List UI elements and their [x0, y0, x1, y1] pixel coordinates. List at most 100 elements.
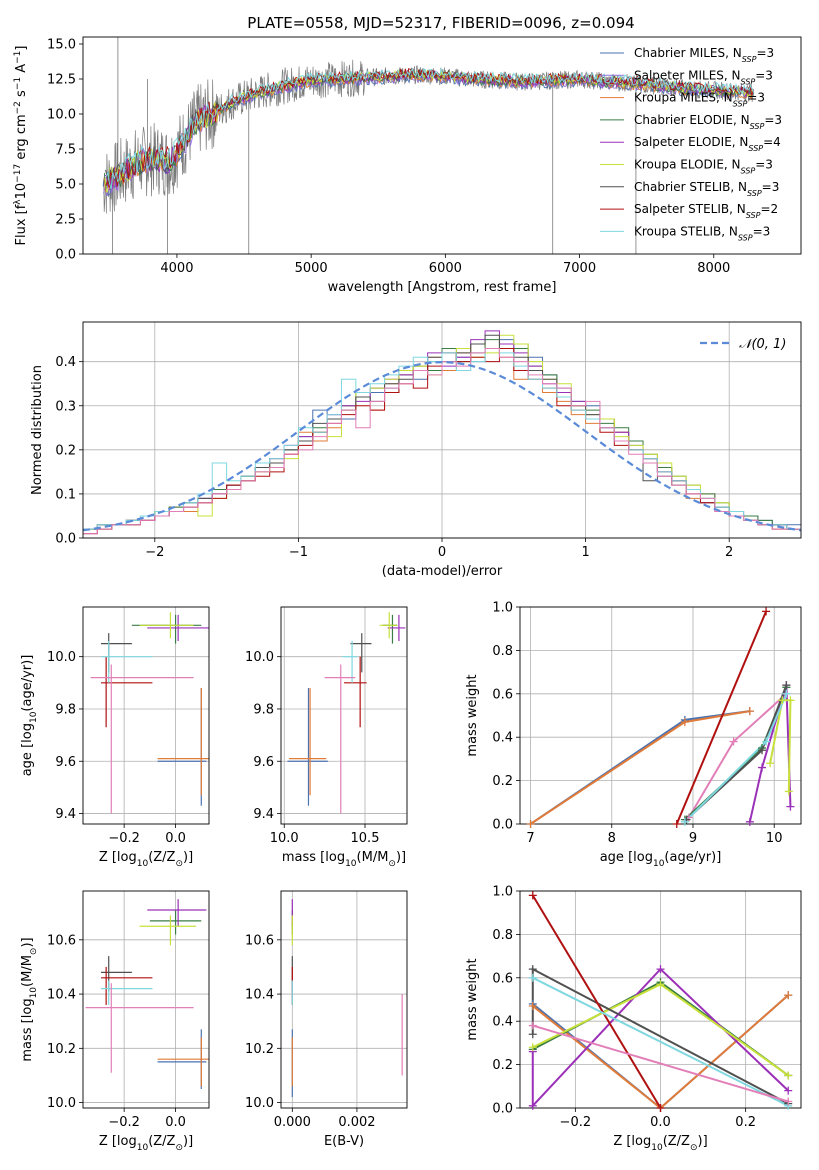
x-axis-label-part: 10 — [345, 859, 357, 869]
plus-marker — [528, 1101, 537, 1110]
mass-weight-line — [532, 976, 789, 1107]
mass-weight-line — [532, 1024, 789, 1103]
y-axis-label-part: s — [14, 90, 29, 101]
legend-entry-subscript: SSP — [750, 121, 765, 130]
x-tick-label: −2 — [145, 545, 164, 560]
legend-entry-suffix: =3 — [747, 91, 765, 105]
x-axis-label: Z [log10(Z/Z⊙)] — [613, 1134, 707, 1153]
x-axis-label-part: (age/yr)] — [664, 850, 721, 865]
y-tick-label: 10.0 — [245, 650, 274, 665]
y-tick-label: 15.0 — [47, 38, 76, 53]
legend-entry-suffix: =3 — [753, 224, 771, 238]
x-tick-label: 0.002 — [338, 1115, 375, 1130]
y-tick-label: 0.4 — [492, 731, 513, 746]
y-axis-label-part: −1 — [13, 77, 23, 90]
grid-lines — [281, 607, 407, 824]
plus-marker — [528, 1030, 537, 1039]
x-axis-label-part: (Z/Z — [663, 1134, 690, 1149]
plus-marker — [784, 1086, 793, 1095]
legend-entry: Salpeter MILES, NSSP=3 — [634, 68, 773, 86]
legend-entry: Chabrier MILES, NSSP=3 — [634, 46, 774, 64]
legend-entry-subscript: SSP — [742, 55, 757, 64]
plus-marker — [745, 817, 754, 826]
plus-marker — [656, 1104, 665, 1112]
axes-spectrum: 4000 5000 6000 7000 8000 0.0 2.5 5.0 7.5 10.0 12.5… — [13, 36, 802, 295]
legend-entry-suffix: =3 — [755, 68, 773, 82]
legend-entry-label: Chabrier STELIB, N — [634, 180, 747, 194]
plus-marker — [526, 820, 535, 828]
x-tick-label: −0.2 — [108, 831, 140, 846]
y-axis-label-part: )] — [20, 937, 35, 947]
y-axis-label: Flux [fλ10−17 erg cm−2 s−1 A−1] — [13, 46, 29, 246]
y-tick-label: 9.4 — [253, 807, 274, 822]
axes-frame — [82, 321, 802, 539]
mass-weight-line — [748, 684, 792, 823]
legend-entry-subscript: SSP — [748, 144, 763, 153]
gaussian-curve — [83, 361, 801, 532]
y-tick-label: 12.5 — [47, 73, 76, 88]
axes-mass_vs_Z: −0.2 0.010.010.210.410.6Z [log10(Z/Z⊙)]ma… — [20, 890, 210, 1153]
model-spectrum-line — [105, 67, 755, 190]
axes-residuals: −2 −1 0 1 2 0.0 0.1 0.2 0.3 0.4 (data-model)/error… — [30, 321, 802, 579]
y-tick-label: 10.2 — [47, 1042, 76, 1057]
y-axis-label-part: ⊙ — [29, 948, 39, 956]
axes-frame — [82, 890, 210, 1109]
plot-area — [83, 330, 801, 535]
x-tick-label: 0.0 — [165, 1115, 186, 1130]
y-tick-label: 1.0 — [492, 885, 513, 900]
plus-marker — [758, 763, 767, 772]
plus-marker — [729, 737, 738, 746]
axes-frame — [280, 606, 408, 825]
y-tick-label: 0.6 — [492, 687, 513, 702]
x-axis-label-part: ⊙ — [690, 1143, 698, 1153]
x-axis-label-part: )] — [698, 1134, 708, 1149]
y-axis-label-part: mass [log — [20, 998, 35, 1061]
x-axis-label: Z [log10(Z/Z⊙)] — [99, 1134, 193, 1153]
legend-entry-suffix: =2 — [760, 202, 778, 216]
y-axis-label: age [log10(age/yr)] — [20, 655, 39, 777]
x-axis-label: (data-model)/error — [382, 564, 503, 579]
y-axis-label: mass [log10(M/M⊙)] — [20, 937, 39, 1061]
plus-marker — [680, 718, 689, 727]
plus-marker — [778, 696, 787, 705]
grid-lines — [83, 607, 209, 824]
plus-marker — [528, 1021, 537, 1030]
x-axis-label: wavelength [Angstrom, rest frame] — [328, 280, 557, 295]
y-tick-label: 0.4 — [492, 1015, 513, 1030]
axes-age_vs_Z: −0.2 0.09.49.69.810.0Z [log10(Z/Z⊙)]age [… — [20, 606, 210, 869]
plus-marker — [786, 696, 795, 705]
legend-entry-suffix: =3 — [762, 180, 780, 194]
x-tick-label: 7000 — [563, 261, 596, 276]
y-tick-label: 0.2 — [55, 443, 76, 458]
legend-entry-subscript: SSP — [741, 166, 756, 175]
plus-marker — [762, 607, 771, 616]
y-tick-label: 10.4 — [47, 988, 76, 1003]
x-axis-label: age [log10(age/yr)] — [600, 850, 722, 869]
plus-marker — [784, 787, 793, 796]
y-axis-label-part: −17 — [13, 164, 23, 183]
x-axis-label-part: ⊙ — [388, 859, 396, 869]
y-tick-label: 9.4 — [55, 807, 76, 822]
x-axis-label-part: (Z/Z — [148, 1134, 175, 1149]
legend-entry-label: Salpeter MILES, N — [634, 68, 741, 82]
grid-lines — [520, 606, 801, 825]
x-tick-label: 0 — [438, 545, 446, 560]
axes-frame — [82, 606, 210, 825]
legend-entry-suffix: =3 — [764, 113, 782, 127]
axes-frame — [82, 36, 802, 255]
x-tick-label: 0.000 — [274, 1115, 311, 1130]
y-tick-label: 2.5 — [55, 213, 76, 228]
y-axis-label: mass weight — [465, 674, 480, 756]
x-tick-label: 4000 — [160, 261, 193, 276]
legend-entry: Kroupa ELODIE, NSSP=3 — [634, 158, 773, 176]
axes-weight_vs_Z: −0.2 0.0 0.2 0.0 0.2 0.4 0.6 0.8 1.0 Z [log10(Z/Z… — [465, 885, 802, 1153]
x-axis-label-part: 10 — [137, 1143, 149, 1153]
y-axis-label-part: (age/yr)] — [20, 655, 35, 712]
y-tick-label: 0.2 — [492, 1058, 513, 1073]
x-axis-label-part: (M/M — [357, 850, 389, 865]
plus-marker — [786, 802, 795, 811]
plot-area — [291, 899, 403, 1098]
